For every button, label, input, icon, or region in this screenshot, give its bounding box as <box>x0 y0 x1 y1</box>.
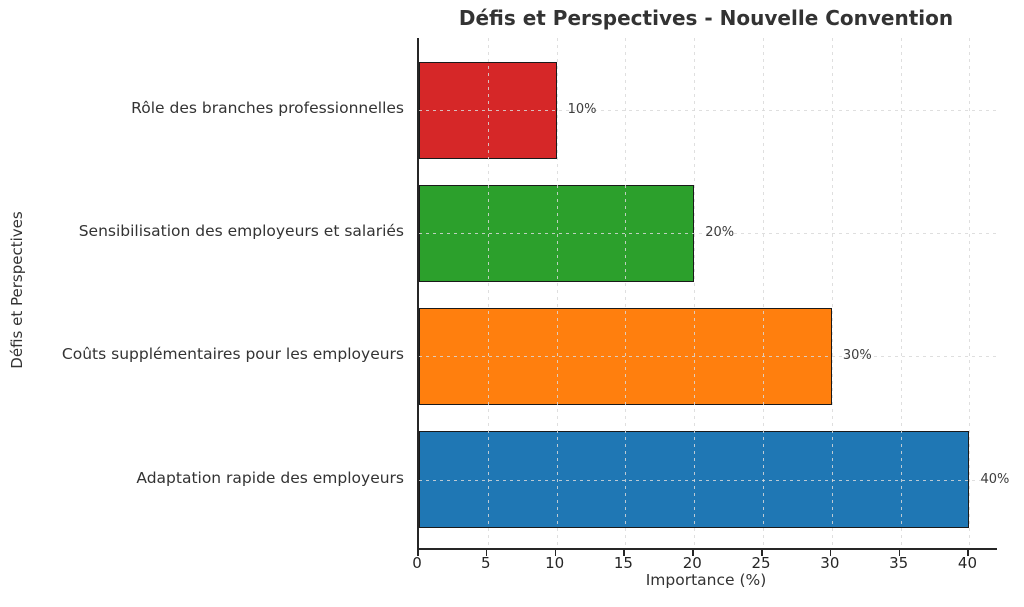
x-tick-label: 10 <box>545 554 565 572</box>
vertical-gridline <box>900 38 902 548</box>
horizontal-gridline <box>419 233 997 235</box>
vertical-gridline <box>969 38 971 548</box>
x-tick-label: 35 <box>889 554 909 572</box>
x-tick-label: 0 <box>412 554 422 572</box>
category-label: Sensibilisation des employeurs et salari… <box>78 222 404 241</box>
vertical-gridline <box>487 38 489 548</box>
horizontal-gridline <box>419 356 997 358</box>
x-tick-label: 30 <box>820 554 840 572</box>
x-tick-label: 25 <box>751 554 771 572</box>
bar-value-label: 30% <box>842 348 872 364</box>
x-axis-tick <box>417 550 419 556</box>
horizontal-gridline <box>419 479 997 481</box>
x-tick-label: 5 <box>481 554 491 572</box>
bar-value-label: 20% <box>705 225 735 241</box>
vertical-gridline <box>831 38 833 548</box>
chart-title: Défis et Perspectives - Nouvelle Convent… <box>458 6 954 30</box>
x-tick-label: 20 <box>682 554 702 572</box>
horizontal-gridline <box>419 110 997 111</box>
x-axis-tick <box>829 550 832 556</box>
x-tick-label: 40 <box>957 554 978 572</box>
x-axis-tick <box>623 550 625 556</box>
x-axis-label: Importance (%) <box>645 571 767 589</box>
x-tick-label: 15 <box>613 554 633 572</box>
category-label: Coûts supplémentaires pour les employeur… <box>61 345 404 364</box>
x-axis-tick <box>554 550 557 556</box>
vertical-gridline <box>694 38 696 548</box>
vertical-gridline <box>556 38 558 548</box>
x-axis-tick <box>692 550 694 556</box>
vertical-gridline <box>625 38 627 548</box>
bar-value-label: 10% <box>567 102 597 117</box>
category-label: Rôle des branches professionnelles <box>131 99 404 117</box>
x-axis-tick <box>485 550 488 556</box>
vertical-gridline <box>763 38 765 548</box>
plot-area <box>417 38 997 550</box>
category-label: Adaptation rapide des employeurs <box>136 468 404 487</box>
bar-value-label: 40% <box>980 471 1010 487</box>
x-axis-tick <box>898 550 901 556</box>
x-axis-tick <box>761 550 763 556</box>
x-axis-tick <box>967 550 969 556</box>
